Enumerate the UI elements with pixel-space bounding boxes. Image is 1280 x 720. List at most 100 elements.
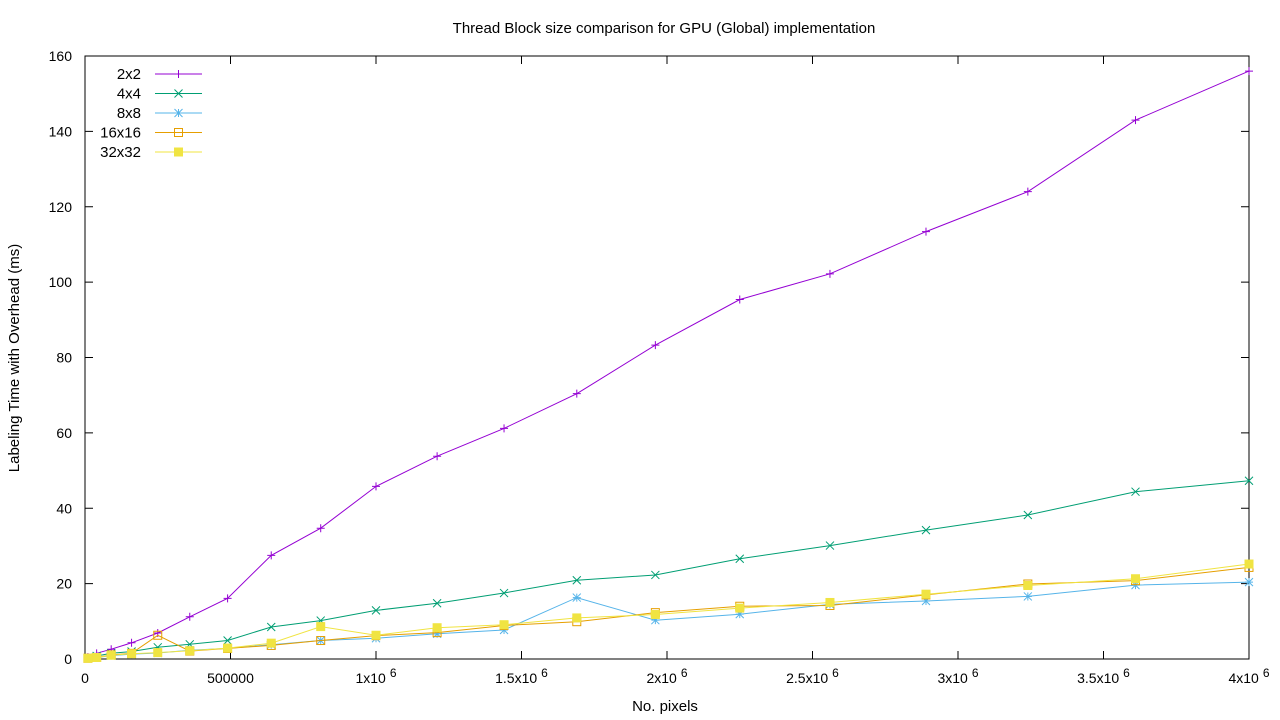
data-point-32x32	[266, 638, 276, 648]
series-line-32x32	[87, 563, 1250, 659]
legend-item-16x16: 16x16	[100, 125, 202, 142]
data-point-32x32	[825, 597, 835, 607]
data-point-16x16	[153, 630, 163, 640]
x-tick-label: 4x10 6	[1228, 666, 1269, 686]
data-point-4x4	[1023, 510, 1033, 520]
y-tick-label: 0	[64, 651, 72, 667]
legend-item-2x2: 2x2	[117, 66, 202, 83]
data-point-32x32	[316, 622, 326, 632]
data-point-32x32	[1131, 574, 1141, 584]
data-point-2x2	[921, 227, 930, 236]
y-tick-label: 140	[49, 123, 73, 139]
x-axis-label: No. pixels	[632, 698, 698, 715]
data-point-32x32	[223, 643, 233, 653]
data-point-32x32	[153, 648, 163, 658]
y-axis-label: Labeling Time with Overhead (ms)	[6, 244, 23, 472]
series-4x4	[83, 476, 1254, 663]
x-tick-label: 2x10 6	[646, 666, 687, 686]
data-point-8x8	[499, 625, 509, 635]
data-point-2x2	[651, 341, 660, 350]
data-point-32x32	[735, 603, 745, 613]
data-point-2x2	[1023, 187, 1032, 196]
data-point-8x8	[1131, 580, 1140, 590]
data-point-2x2	[735, 295, 744, 304]
data-point-2x2	[316, 524, 325, 533]
series-lines	[83, 67, 1254, 663]
data-point-2x2	[185, 612, 194, 621]
data-point-32x32	[92, 652, 102, 662]
data-point-4x4	[1131, 487, 1140, 497]
data-point-32x32	[185, 646, 195, 656]
data-point-8x8	[735, 609, 745, 619]
data-point-4x4	[921, 525, 931, 535]
data-point-4x4	[651, 570, 660, 580]
legend-label: 4x4	[117, 86, 141, 103]
data-point-4x4	[735, 554, 745, 564]
x-tick-label: 1.5x10 6	[495, 666, 548, 686]
data-point-32x32	[650, 610, 660, 620]
data-point-2x2	[500, 424, 509, 433]
data-point-32x32	[921, 589, 931, 599]
chart-title: Thread Block size comparison for GPU (Gl…	[453, 20, 876, 37]
legend-label: 2x2	[117, 66, 141, 83]
legend-marker	[174, 108, 183, 118]
y-tick-label: 80	[56, 350, 72, 366]
legend-label: 32x32	[100, 144, 141, 161]
plot-border	[84, 55, 1250, 660]
data-point-2x2	[372, 482, 380, 491]
x-tick-label: 2.5x10 6	[786, 666, 839, 686]
data-point-32x32	[371, 630, 381, 640]
x-tick-label: 1x10 6	[355, 666, 396, 686]
data-point-4x4	[825, 541, 835, 550]
data-point-8x8	[1244, 577, 1254, 587]
x-tick-label: 3.5x10 6	[1077, 666, 1130, 686]
data-point-4x4	[1244, 476, 1254, 486]
data-point-2x2	[1131, 116, 1140, 125]
legend-item-8x8: 8x8	[117, 105, 202, 122]
data-point-32x32	[106, 650, 116, 660]
legend-label: 16x16	[100, 125, 141, 142]
y-tick-label: 120	[49, 199, 73, 215]
data-point-32x32	[1023, 581, 1033, 591]
series-line-8x8	[87, 581, 1250, 659]
data-point-2x2	[127, 638, 136, 647]
data-point-32x32	[499, 620, 509, 630]
data-point-2x2	[433, 452, 442, 461]
y-tick-label: 160	[49, 48, 73, 64]
data-point-2x2	[572, 389, 581, 398]
x-tick-label: 0	[81, 670, 89, 686]
data-point-2x2	[267, 551, 276, 560]
y-tick-label: 20	[56, 576, 72, 592]
data-point-8x8	[651, 615, 660, 625]
legend-marker	[174, 128, 183, 137]
data-point-32x32	[1244, 559, 1254, 569]
series-8x8	[83, 577, 1254, 663]
series-line-2x2	[87, 70, 1250, 658]
data-point-32x32	[83, 653, 93, 663]
y-tick-label: 100	[49, 274, 73, 290]
data-point-4x4	[432, 598, 442, 608]
data-point-2x2	[825, 269, 834, 278]
x-tick-label: 500000	[207, 670, 254, 686]
legend-item-4x4: 4x4	[117, 86, 202, 103]
legend-item-32x32: 32x32	[100, 144, 202, 161]
series-32x32	[83, 559, 1254, 663]
data-point-4x4	[223, 636, 232, 645]
data-point-4x4	[371, 606, 381, 615]
data-point-8x8	[921, 596, 931, 606]
data-point-2x2	[1245, 67, 1253, 76]
data-point-8x8	[572, 593, 582, 602]
data-point-2x2	[223, 594, 232, 603]
data-point-4x4	[572, 575, 582, 585]
legend-label: 8x8	[117, 105, 141, 122]
axes-ticks: 0 20 40 60 80 100 120 140 160 0 500000 1x10 6 1.5x10 6…	[49, 48, 1270, 686]
y-tick-label: 40	[56, 500, 72, 516]
data-point-4x4	[266, 622, 276, 632]
legend-marker	[174, 89, 183, 98]
series-16x16	[83, 562, 1254, 663]
data-point-8x8	[432, 629, 442, 639]
data-point-32x32	[432, 623, 442, 633]
series-line-4x4	[87, 480, 1250, 659]
data-point-32x32	[572, 613, 582, 623]
data-point-8x8	[1023, 592, 1033, 601]
